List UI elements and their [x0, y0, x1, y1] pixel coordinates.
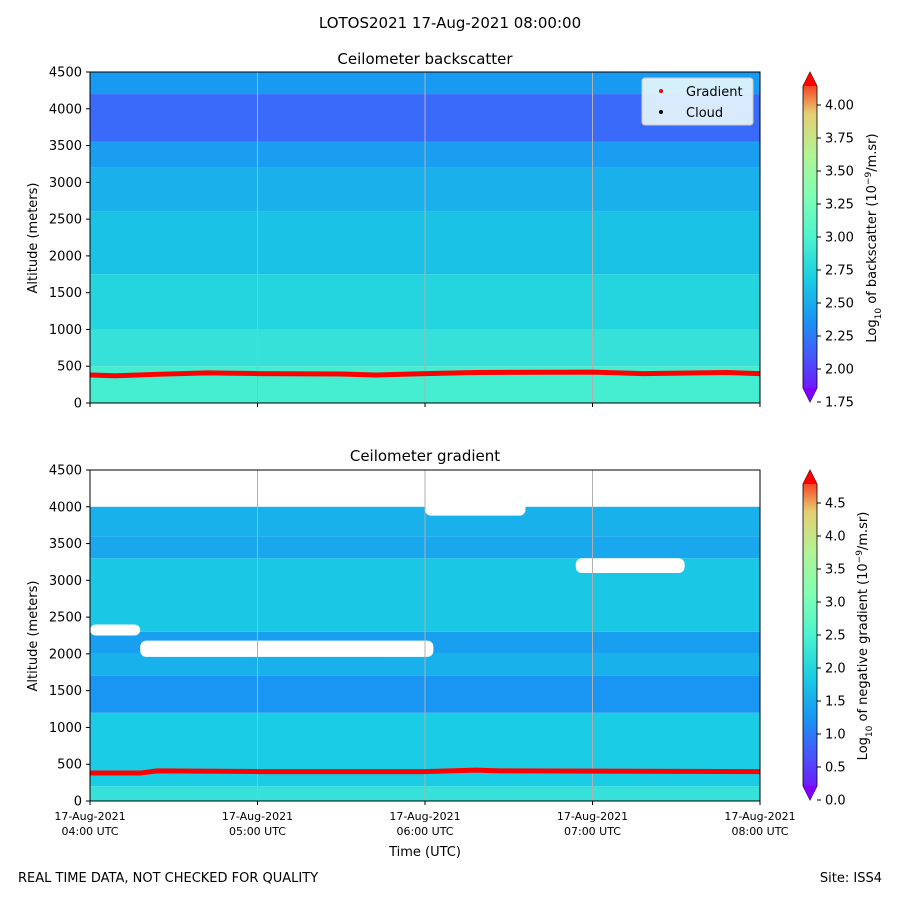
x-tick-label-time: 04:00 UTC	[61, 825, 118, 838]
backscatter-x-ticks	[90, 403, 760, 407]
colorbar-tick-label: 3.75	[825, 132, 854, 147]
legend-cloud-marker	[659, 110, 663, 114]
gradient-y-ticks: 0 500 1000 1500 2000 2500 3000 3500 4000 4500	[49, 464, 90, 810]
gradient-gradient-line	[90, 770, 760, 773]
y-tick-label: 1000	[49, 323, 82, 338]
colorbar-tick-label: 3.00	[825, 231, 854, 246]
y-tick-label: 0	[74, 397, 82, 412]
x-tick-label-date: 17-Aug-2021	[724, 810, 795, 823]
footer-site: Site: ISS4	[820, 871, 882, 886]
colorbar-tick-label: 2.75	[825, 264, 854, 279]
colorbar-tick-label: 3.5	[825, 563, 846, 578]
gradient-colorbar-min-extend	[803, 786, 817, 800]
no-data-gap-0	[90, 624, 140, 635]
backscatter-y-axis-label: Altitude (meters)	[26, 183, 41, 294]
footer-disclaimer: REAL TIME DATA, NOT CHECKED FOR QUALITY	[18, 871, 318, 886]
colorbar-tick-label: 4.0	[825, 530, 846, 545]
y-tick-label: 2500	[49, 213, 82, 228]
no-data-gap-1	[140, 641, 433, 657]
y-tick-label: 4000	[49, 102, 82, 117]
y-tick-label: 3000	[49, 574, 82, 589]
x-tick-label-time: 07:00 UTC	[564, 825, 621, 838]
legend-cloud-label: Cloud	[686, 106, 723, 121]
colorbar-tick-label: 0.0	[825, 794, 846, 809]
backscatter-colorbar	[803, 72, 817, 402]
colorbar-tick-label: 4.00	[825, 99, 854, 114]
gradient-colorbar-label: Log10 of negative gradient (10−9/m.sr)	[855, 512, 875, 761]
colorbar-tick-label: 2.5	[825, 629, 846, 644]
colorbar-tick-label: 2.0	[825, 662, 846, 677]
legend-gradient-label: Gradient	[686, 85, 743, 100]
x-tick-label-time: 08:00 UTC	[731, 825, 788, 838]
no-data-gap-3	[425, 499, 526, 515]
gradient-colorbar-ticks: 0.0 0.5 1.0 1.5 2.0 2.5 3.0 3.5 4.0 4.5	[817, 497, 846, 809]
x-tick-label-time: 05:00 UTC	[229, 825, 286, 838]
x-tick-label-date: 17-Aug-2021	[389, 810, 460, 823]
colorbar-tick-label: 3.25	[825, 198, 854, 213]
y-tick-label: 4500	[49, 66, 82, 81]
colorbar-tick-label: 0.5	[825, 761, 846, 776]
y-tick-label: 1500	[49, 286, 82, 301]
colorbar-tick-label: 1.0	[825, 728, 846, 743]
gradient-y-axis-label: Altitude (meters)	[26, 581, 41, 692]
colorbar-tick-label: 2.00	[825, 363, 854, 378]
backscatter-colorbar-min-extend	[803, 388, 817, 402]
y-tick-label: 3500	[49, 537, 82, 552]
x-tick-label-date: 17-Aug-2021	[54, 810, 125, 823]
x-axis-label: Time (UTC)	[388, 845, 461, 860]
y-tick-label: 2000	[49, 647, 82, 662]
legend: Gradient Cloud	[642, 78, 753, 125]
y-tick-label: 3000	[49, 176, 82, 191]
y-tick-label: 4500	[49, 464, 82, 479]
y-tick-label: 0	[74, 795, 82, 810]
colorbar-tick-label: 3.50	[825, 165, 854, 180]
y-tick-label: 1000	[49, 721, 82, 736]
gradient-colorbar-max-extend	[803, 470, 817, 484]
colorbar-tick-label: 2.50	[825, 297, 854, 312]
y-tick-label: 1500	[49, 684, 82, 699]
colorbar-tick-label: 2.25	[825, 330, 854, 345]
legend-gradient-marker	[659, 89, 663, 93]
gradient-colorbar	[803, 470, 817, 800]
colorbar-tick-label: 1.75	[825, 396, 854, 411]
backscatter-gradient-line	[90, 372, 760, 376]
x-tick-label-time: 06:00 UTC	[396, 825, 453, 838]
x-tick-label-date: 17-Aug-2021	[222, 810, 293, 823]
backscatter-colorbar-label: Log10 of backscatter (10−9/m.sr)	[864, 133, 884, 342]
y-tick-label: 500	[57, 758, 82, 773]
backscatter-colorbar-ticks: 1.75 2.00 2.25 2.50 2.75 3.00 3.25 3.50 3.75 4.00	[817, 99, 854, 411]
colorbar-tick-label: 4.5	[825, 497, 846, 512]
backscatter-y-ticks: 0 500 1000 1500 2000 2500 3000 3500 4000 4500	[49, 66, 90, 412]
y-tick-label: 2000	[49, 249, 82, 264]
x-tick-label-date: 17-Aug-2021	[557, 810, 628, 823]
colorbar-tick-label: 1.5	[825, 695, 846, 710]
gradient-x-ticks: 17-Aug-2021 04:00 UTC 17-Aug-2021 05:00 UTC…	[54, 801, 795, 838]
backscatter-colorbar-max-extend	[803, 72, 817, 86]
y-tick-label: 4000	[49, 500, 82, 515]
y-tick-label: 2500	[49, 611, 82, 626]
y-tick-label: 500	[57, 360, 82, 375]
figure-canvas: 0 500 1000 1500 2000 2500 3000 3500 4000 4500 Gra…	[0, 0, 900, 900]
colorbar-tick-label: 3.0	[825, 596, 846, 611]
y-tick-label: 3500	[49, 139, 82, 154]
